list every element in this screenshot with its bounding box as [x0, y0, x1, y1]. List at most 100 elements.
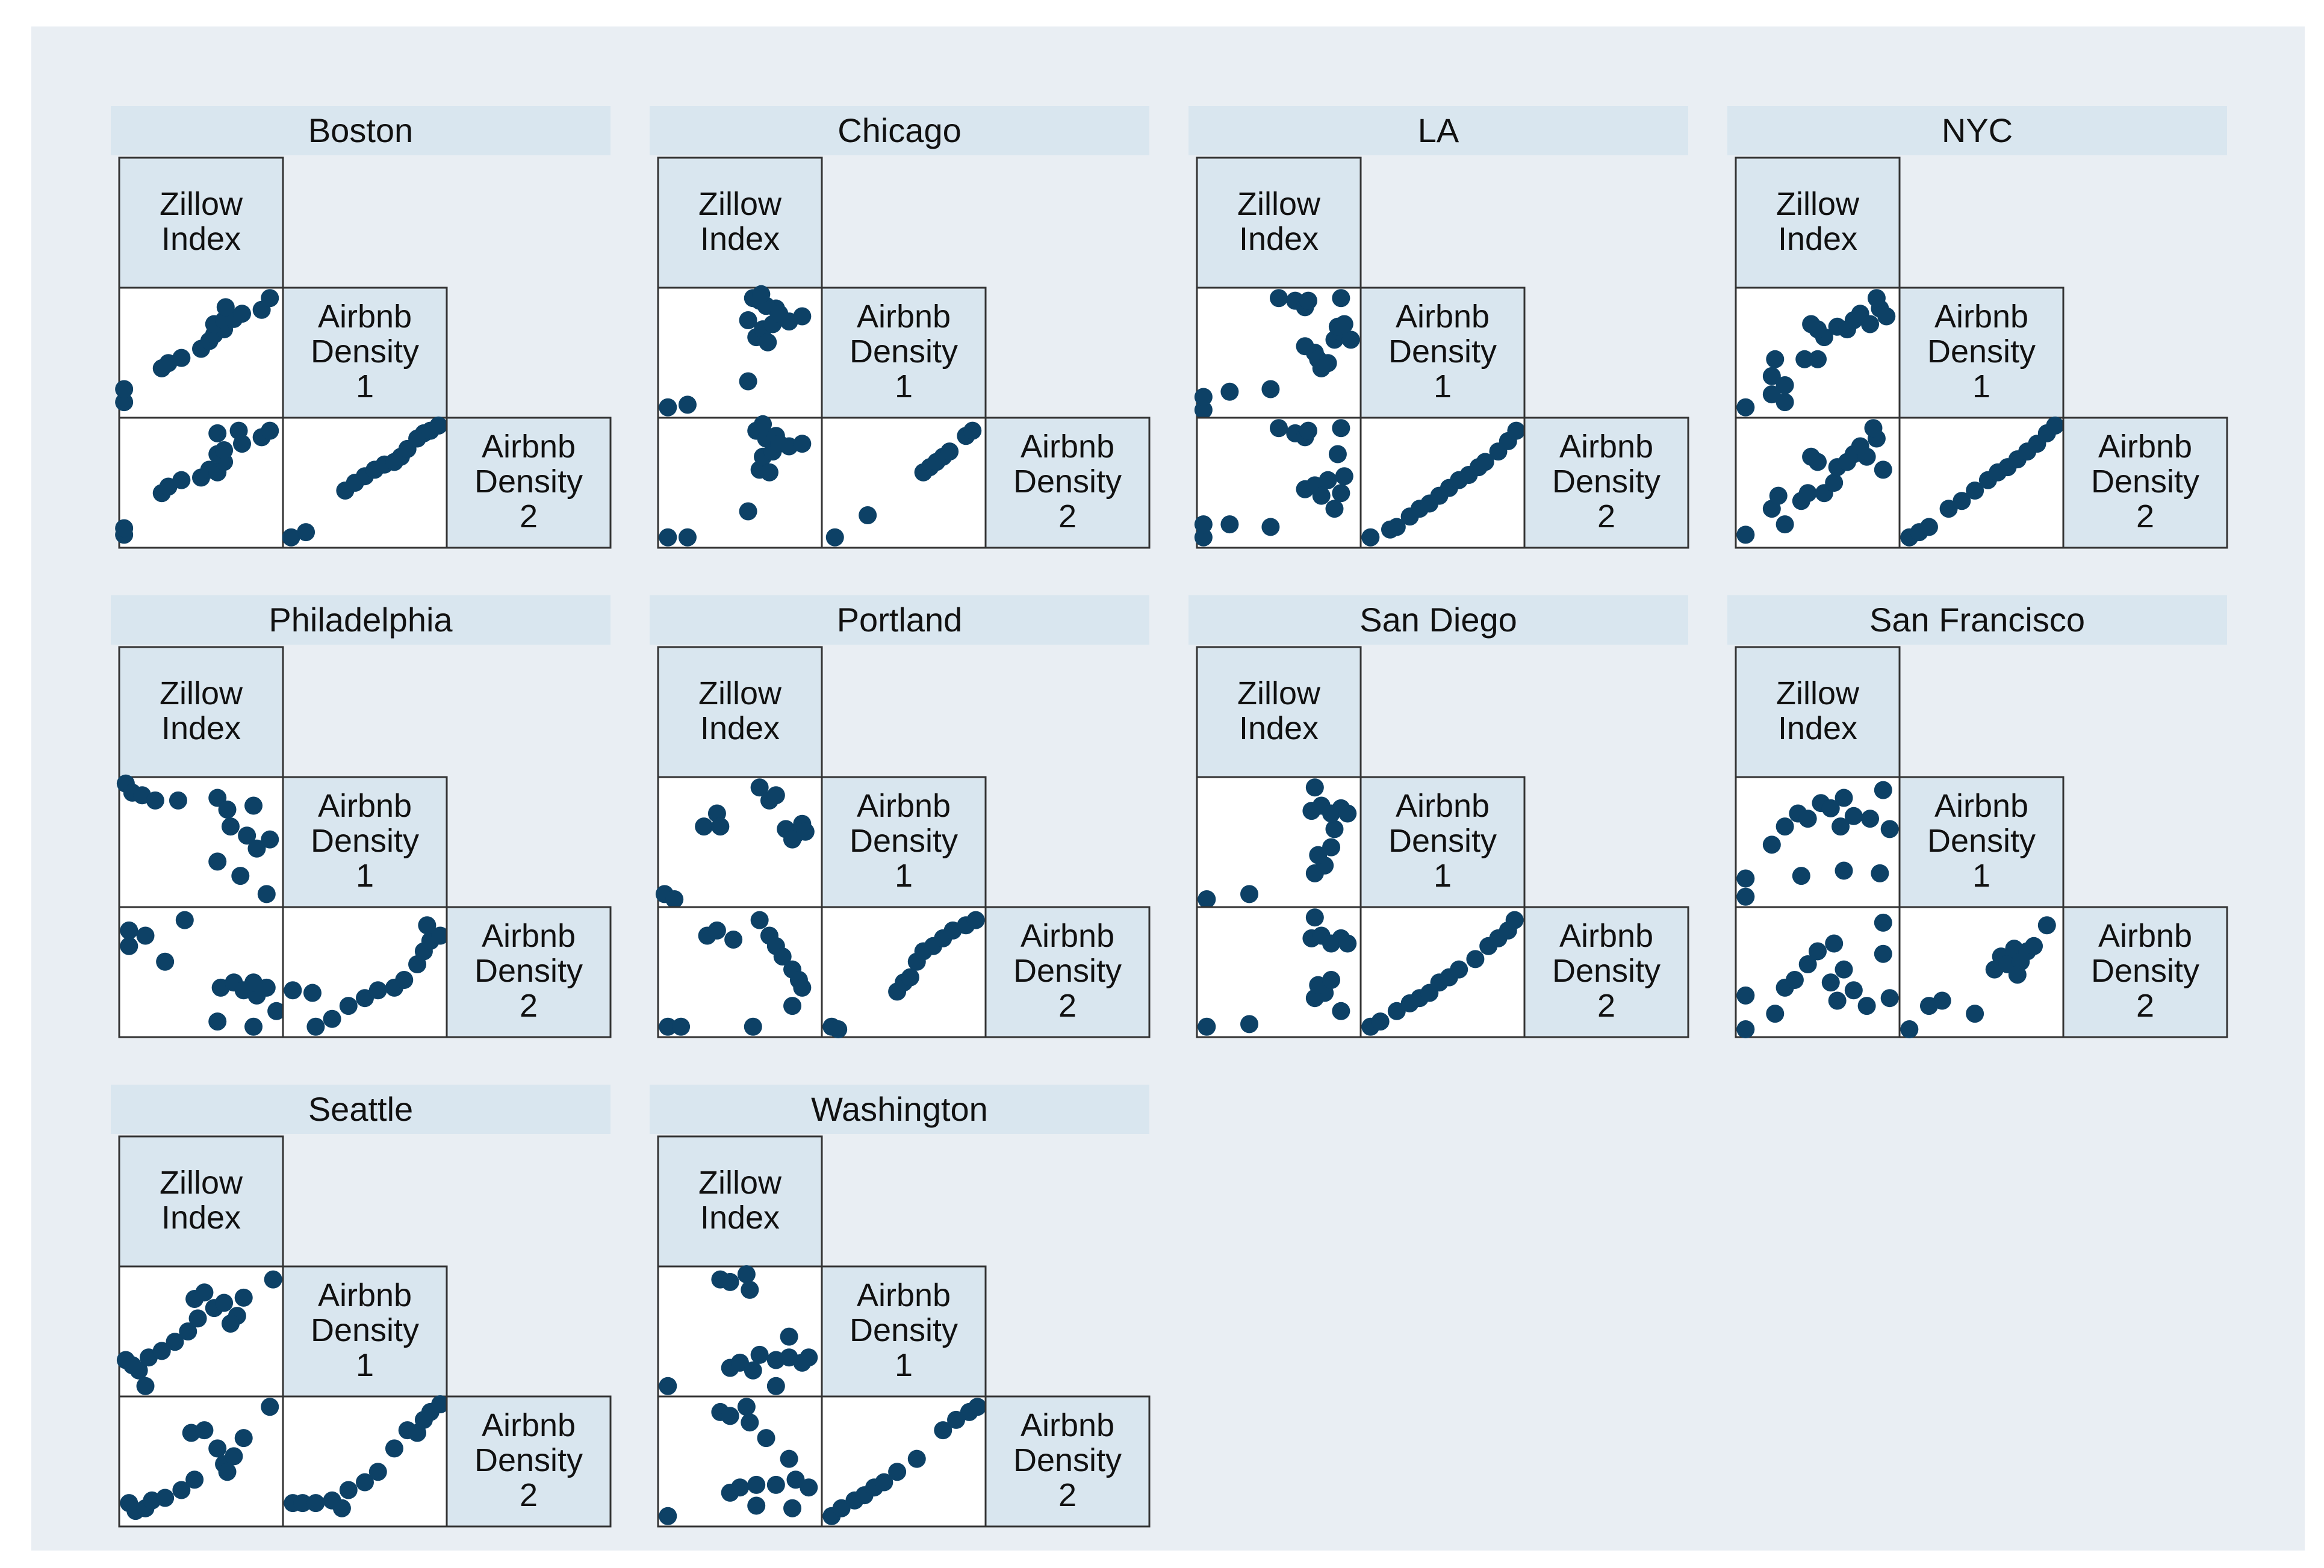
- data-point: [1874, 460, 1892, 479]
- diagonal-cell: [1735, 646, 1901, 778]
- data-point: [750, 1345, 769, 1364]
- variable-label: Density: [2091, 463, 2199, 500]
- variable-label: Index: [1778, 710, 1857, 746]
- data-point: [115, 380, 134, 398]
- data-point: [737, 1265, 756, 1283]
- data-point: [1844, 807, 1863, 825]
- data-point: [859, 506, 877, 524]
- data-point: [940, 442, 959, 461]
- data-point: [179, 1322, 197, 1340]
- diagonal-cell: [446, 417, 612, 549]
- data-point: [129, 1361, 148, 1380]
- data-point: [1332, 419, 1350, 438]
- data-point: [208, 424, 227, 442]
- variable-label: Density: [1927, 823, 2036, 859]
- data-point: [156, 1489, 175, 1507]
- variable-label: 2: [1597, 498, 1615, 535]
- panel: ChicagoZillowIndexAirbnbDensity1AirbnbDe…: [650, 106, 1151, 549]
- data-point: [1835, 960, 1853, 979]
- data-point: [1338, 804, 1357, 823]
- data-point: [721, 1272, 739, 1291]
- diagonal-cell: [984, 417, 1151, 549]
- variable-label: Zillow: [1776, 186, 1860, 222]
- panel-title-bar: [1188, 595, 1688, 645]
- variable-label: 2: [1058, 1477, 1077, 1513]
- variable-label: Airbnb: [482, 918, 576, 954]
- data-point: [1776, 515, 1794, 534]
- variable-label: Density: [1552, 953, 1661, 989]
- panel-title-bar: [1727, 595, 2227, 645]
- data-point: [261, 289, 279, 308]
- scatter-cell: [1196, 287, 1362, 419]
- data-point: [332, 1499, 351, 1517]
- data-point: [166, 1333, 184, 1351]
- data-point: [1194, 528, 1213, 547]
- variable-label: Airbnb: [1021, 429, 1114, 465]
- data-point: [1762, 367, 1781, 385]
- data-point: [1874, 944, 1892, 963]
- variable-label: Density: [311, 333, 419, 370]
- variable-label: 2: [1058, 988, 1077, 1024]
- data-point: [707, 921, 726, 940]
- data-point: [695, 817, 713, 836]
- data-point: [1387, 518, 1406, 536]
- data-point: [1792, 867, 1810, 885]
- data-point: [306, 1494, 325, 1513]
- panel-title: Chicago: [837, 111, 961, 149]
- data-point: [731, 1353, 749, 1372]
- data-point: [1240, 1015, 1259, 1033]
- data-point: [231, 867, 250, 885]
- data-point: [208, 1439, 227, 1458]
- variable-label: Airbnb: [1559, 918, 1653, 954]
- variable-label: 1: [1972, 858, 1990, 894]
- data-point: [966, 911, 985, 929]
- data-point: [244, 973, 263, 992]
- diagonal-cell: [1523, 906, 1689, 1038]
- data-point: [1341, 330, 1360, 349]
- data-point: [172, 349, 191, 367]
- data-point: [1809, 942, 1827, 961]
- variable-label: Zillow: [1776, 675, 1860, 711]
- data-point: [750, 778, 769, 797]
- data-point: [323, 1009, 341, 1028]
- data-point: [1335, 467, 1353, 486]
- diagonal-cell: [282, 287, 448, 419]
- data-point: [234, 1429, 253, 1448]
- data-point: [1466, 950, 1485, 968]
- data-point: [1220, 382, 1239, 401]
- data-point: [195, 1283, 214, 1302]
- data-point: [1332, 289, 1350, 308]
- data-point: [659, 1507, 677, 1525]
- data-point: [766, 1475, 785, 1494]
- data-point: [1325, 820, 1344, 838]
- data-point: [1825, 474, 1844, 492]
- variable-label: Airbnb: [482, 1407, 576, 1443]
- variable-label: 1: [356, 368, 374, 404]
- data-point: [1328, 445, 1347, 463]
- data-point: [1900, 1020, 1919, 1039]
- variable-label: 1: [1434, 368, 1452, 404]
- data-point: [208, 852, 227, 871]
- data-point: [829, 1020, 848, 1039]
- data-point: [766, 786, 785, 805]
- diagonal-cell: [1359, 287, 1526, 419]
- panel: San FranciscoZillowIndexAirbnbDensity1Ai…: [1727, 595, 2228, 1039]
- data-point: [907, 1449, 926, 1468]
- variable-label: Index: [161, 1200, 241, 1236]
- data-point: [261, 830, 279, 849]
- data-point: [1802, 447, 1821, 466]
- variable-label: Density: [850, 333, 958, 370]
- data-point: [1736, 398, 1755, 417]
- diagonal-cell: [282, 776, 448, 908]
- variable-label: Zillow: [1237, 186, 1321, 222]
- data-point: [1198, 890, 1216, 909]
- variable-label: Zillow: [698, 675, 782, 711]
- data-point: [1795, 350, 1814, 368]
- data-point: [339, 1481, 358, 1499]
- variable-label: 2: [520, 988, 538, 1024]
- data-point: [1933, 991, 1951, 1010]
- panel-title-bar: [111, 595, 611, 645]
- scatterplot-matrix-figure: BostonZillowIndexAirbnbDensity1AirbnbDen…: [111, 106, 2228, 1528]
- variable-label: Zillow: [160, 186, 243, 222]
- data-point: [1832, 817, 1850, 836]
